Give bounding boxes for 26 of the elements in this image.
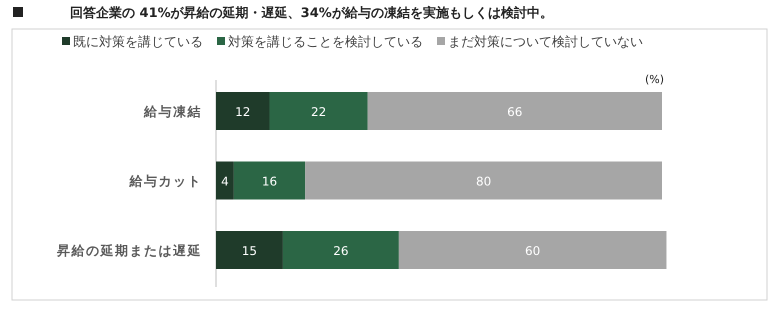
bar	[270, 92, 368, 130]
data-label: 66	[507, 105, 522, 119]
data-label: 22	[310, 105, 326, 119]
data-label: 26	[333, 244, 349, 258]
bar	[282, 231, 399, 269]
bar	[368, 92, 662, 130]
bar	[216, 92, 270, 130]
annotation: (%)	[644, 73, 664, 86]
legend-label: 既に対策を講じている	[73, 34, 203, 50]
bar	[216, 162, 234, 200]
legend-label: まだ対策について検討していない	[448, 34, 643, 50]
data-label: 12	[235, 105, 250, 119]
bar	[305, 162, 662, 200]
y-tick-label: 昇給の延期または遅延	[56, 244, 202, 259]
bar	[216, 231, 283, 269]
data-label: 60	[525, 244, 540, 258]
legend-label: 対策を講じることを検討している	[228, 34, 423, 50]
data-label: 4	[221, 174, 229, 188]
bar	[398, 231, 666, 269]
bar	[234, 162, 306, 200]
data-label: 80	[476, 174, 492, 188]
y-tick-label: 給与凍結	[143, 105, 202, 120]
data-label: 16	[262, 174, 278, 188]
data-label: 15	[242, 244, 258, 258]
y-tick-label: 給与カット	[128, 174, 202, 190]
chart-title: 回答企業の 41%が昇給の延期・遅延、34%が給与の凍結を実施もしくは検討中。	[70, 5, 553, 21]
